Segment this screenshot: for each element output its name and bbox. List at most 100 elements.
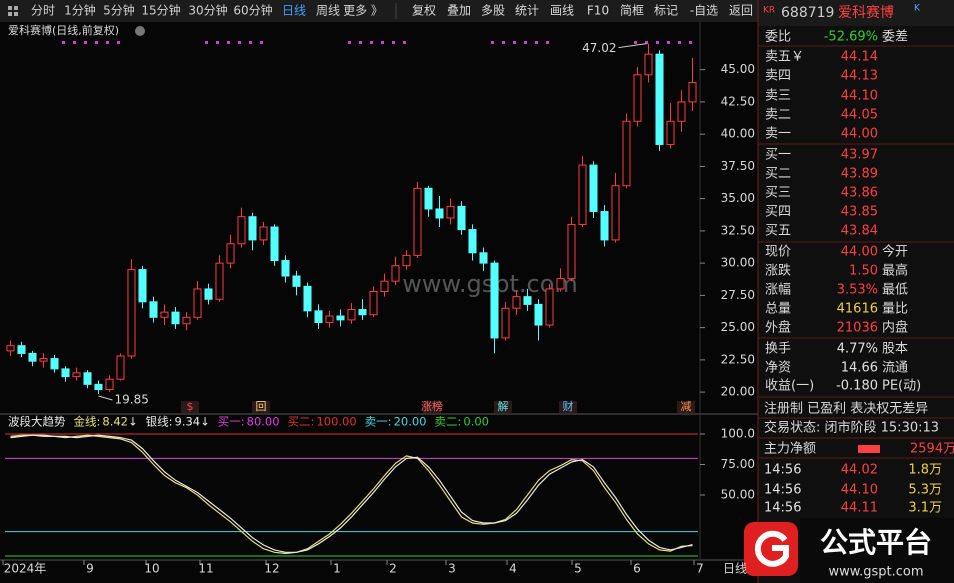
signal-dot: [62, 41, 65, 44]
quote-value: 44.05: [841, 108, 878, 123]
candle-body: [578, 164, 587, 225]
y-tick-label: 50.00: [721, 487, 755, 501]
event-marker[interactable]: $: [187, 400, 194, 413]
legend-name: 卖二:: [435, 415, 462, 429]
signal-dot: [205, 41, 208, 44]
legend-name: 银线:: [146, 415, 173, 429]
signal-dot: [348, 41, 351, 44]
period-tab[interactable]: 30分钟: [188, 3, 227, 18]
tool-button[interactable]: 画线: [550, 4, 574, 18]
title-icon: [135, 26, 145, 36]
x-tick-label: 2: [389, 562, 397, 576]
candle-body: [6, 345, 15, 352]
candle-body: [688, 82, 697, 103]
candle-body: [105, 378, 114, 391]
legend-trend: ↓: [128, 415, 138, 429]
candle-body: [457, 205, 466, 231]
quote-value: 44.14: [841, 50, 878, 65]
market-badge: KR: [763, 6, 775, 16]
signal-dot: [249, 41, 252, 44]
signal-dot: [84, 41, 87, 44]
event-marker-bg: [252, 401, 270, 413]
candle-body: [270, 226, 279, 262]
candle-body: [611, 185, 620, 241]
signal-dot: [381, 41, 384, 44]
signal-dot: [403, 41, 406, 44]
signal-dot: [73, 41, 76, 44]
quote-value: 43.84: [841, 224, 878, 239]
logo-bg: [800, 518, 954, 583]
tool-button[interactable]: 返回: [729, 4, 753, 18]
candle-body: [633, 74, 642, 122]
quote-label: 外盘: [765, 320, 791, 336]
period-tab[interactable]: 日线: [282, 4, 306, 18]
high-arrow: [618, 43, 647, 49]
candle-body: [435, 208, 444, 219]
quote-extra: 最高: [882, 263, 908, 279]
event-marker[interactable]: 回: [256, 400, 267, 413]
candle-body: [50, 358, 59, 370]
signal-dot: [359, 41, 362, 44]
x-tick-label: 4: [509, 562, 517, 576]
tool-button[interactable]: 简框: [620, 4, 644, 18]
tick-cell: 44.10: [841, 483, 878, 498]
candle-body: [281, 260, 290, 277]
event-marker[interactable]: 涨榜: [421, 399, 443, 413]
quote-extra: 内盘: [882, 320, 908, 336]
signal-dot: [106, 41, 109, 44]
quote-label: 买四: [765, 205, 791, 220]
candle-body: [512, 296, 521, 309]
quote-value: -52.69%: [824, 30, 878, 45]
candle-body: [182, 316, 191, 325]
period-tab[interactable]: 1分钟: [64, 3, 96, 18]
candle-body: [534, 303, 543, 326]
tool-button[interactable]: 标记: [654, 4, 678, 18]
low-arrow: [98, 395, 113, 401]
signal-dot: [524, 41, 527, 44]
period-tab[interactable]: 5分钟: [103, 3, 135, 18]
tool-button[interactable]: 复权: [412, 4, 436, 18]
x-tick-label: 5: [574, 562, 582, 576]
legend-name: 卖一:: [365, 415, 392, 429]
candle-body: [424, 187, 433, 210]
y-tick-label: 20.00: [721, 385, 755, 399]
candle-body: [347, 309, 356, 321]
tick-cell: 14:56: [764, 483, 801, 498]
x-tick-label: 9: [86, 562, 94, 576]
event-marker[interactable]: 减: [681, 400, 692, 413]
candle-body: [556, 278, 565, 290]
candle-body: [655, 53, 664, 145]
event-marker[interactable]: 解: [498, 399, 509, 413]
logo-url: www.gspt.com: [828, 565, 923, 580]
status-flags: 注册制 已盈利 表决权无差异: [764, 401, 928, 417]
indicator-line: [10, 434, 693, 553]
candle-body: [380, 280, 389, 293]
tool-button[interactable]: 统计: [515, 4, 539, 18]
event-marker[interactable]: 财: [563, 399, 574, 413]
tool-button[interactable]: -自选: [690, 4, 718, 18]
quote-extra: 流通: [882, 361, 908, 376]
tool-button[interactable]: F10: [587, 4, 609, 18]
period-tab[interactable]: 更多 》: [343, 4, 383, 18]
quote-value: 4.77%: [837, 342, 878, 357]
event-marker-bg: [677, 401, 695, 413]
quote-label: 净资: [765, 361, 791, 376]
x-tick-label: 11: [198, 562, 213, 576]
period-tab[interactable]: 15分钟: [141, 3, 180, 18]
tool-button[interactable]: 叠加: [447, 4, 471, 18]
quote-label: 买一: [765, 148, 791, 163]
period-tab[interactable]: 分时: [31, 4, 55, 18]
period-tab[interactable]: 60分钟: [233, 3, 272, 18]
period-tab[interactable]: 周线: [316, 4, 340, 18]
event-marker-bg: [494, 401, 512, 413]
tick-cell: 44.02: [841, 463, 878, 478]
candle-body: [446, 205, 455, 219]
candle-body: [369, 291, 378, 316]
event-marker-bg: [181, 401, 199, 413]
quote-label: 卖二: [765, 108, 791, 123]
signal-dot: [216, 41, 219, 44]
quote-value: 43.86: [841, 186, 878, 201]
signal-dot: [535, 41, 538, 44]
y-tick-label: 30.00: [721, 256, 755, 270]
tool-button[interactable]: 多股: [481, 4, 505, 18]
